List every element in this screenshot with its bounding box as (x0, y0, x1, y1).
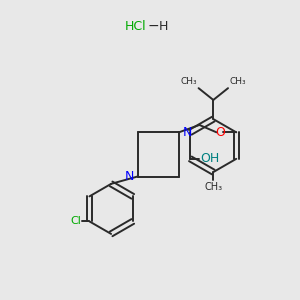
Text: N: N (125, 170, 134, 183)
Text: HCl: HCl (124, 20, 146, 33)
Text: H: H (159, 20, 168, 33)
Text: OH: OH (200, 152, 219, 165)
Text: Cl: Cl (70, 216, 81, 226)
Text: CH₃: CH₃ (230, 77, 246, 86)
Text: N: N (182, 126, 192, 139)
Text: CH₃: CH₃ (181, 77, 197, 86)
Text: −: − (147, 19, 159, 33)
Text: O: O (215, 126, 225, 139)
Text: CH₃: CH₃ (204, 182, 222, 192)
